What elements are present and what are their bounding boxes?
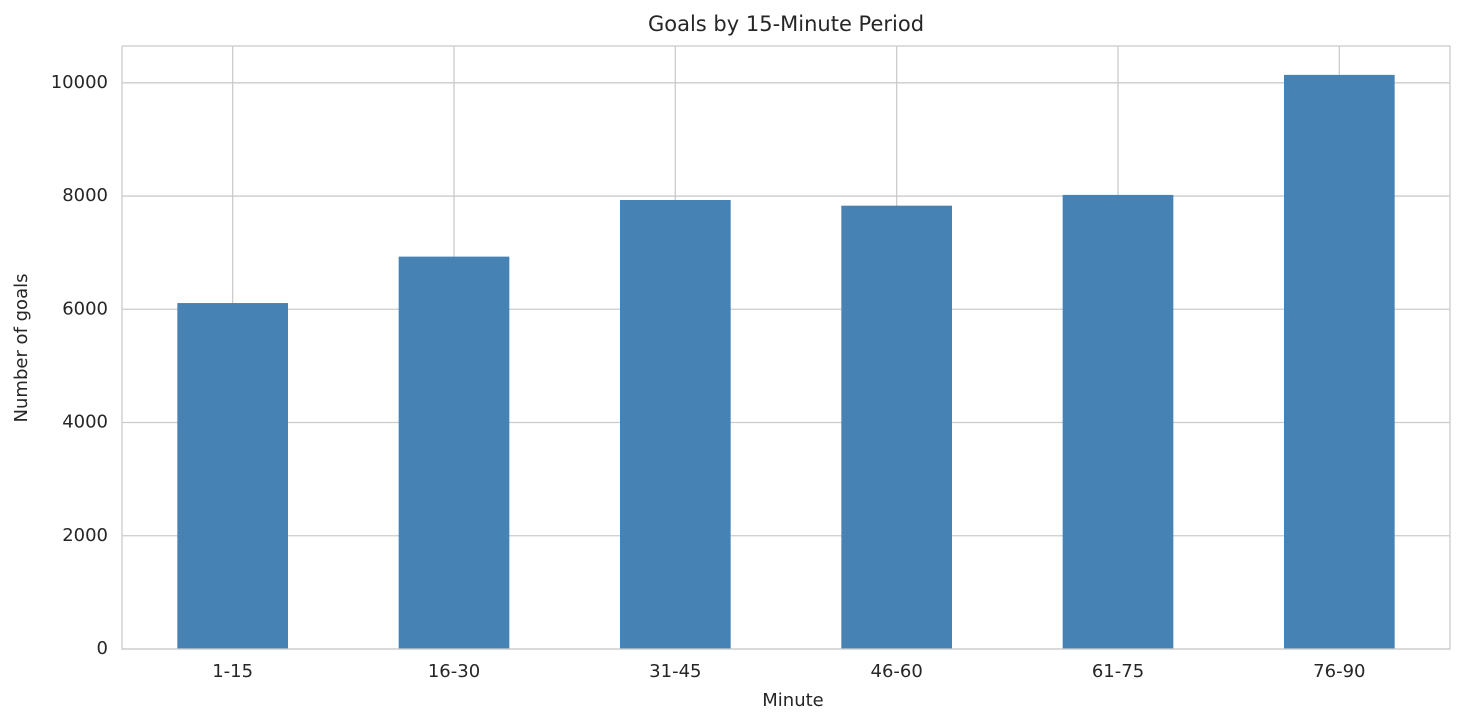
y-tick-label: 2000 bbox=[62, 525, 108, 546]
x-tick-label: 61-75 bbox=[1092, 661, 1144, 682]
y-axis-label: Number of goals bbox=[11, 274, 32, 423]
bar bbox=[620, 200, 731, 650]
x-tick-label: 31-45 bbox=[649, 661, 701, 682]
y-tick-label: 4000 bbox=[62, 412, 108, 433]
y-tick-label: 10000 bbox=[51, 72, 108, 93]
chart-title: Goals by 15-Minute Period bbox=[648, 12, 924, 36]
bar bbox=[177, 303, 288, 649]
y-tick-label: 6000 bbox=[62, 298, 108, 319]
bar bbox=[398, 256, 510, 649]
y-tick-label: 8000 bbox=[62, 185, 108, 206]
x-tick-label: 46-60 bbox=[871, 661, 923, 682]
x-tick-label: 1-15 bbox=[212, 661, 253, 682]
plot-frame bbox=[121, 45, 1451, 650]
bar bbox=[1284, 74, 1395, 650]
bars bbox=[177, 74, 1395, 650]
bar bbox=[841, 205, 952, 649]
x-tick-label: 76-90 bbox=[1313, 661, 1365, 682]
y-tick-label: 0 bbox=[97, 638, 108, 659]
x-axis-label: Minute bbox=[762, 690, 823, 711]
grid bbox=[122, 46, 1450, 650]
bar bbox=[1062, 194, 1174, 650]
x-tick-label: 16-30 bbox=[428, 661, 480, 682]
